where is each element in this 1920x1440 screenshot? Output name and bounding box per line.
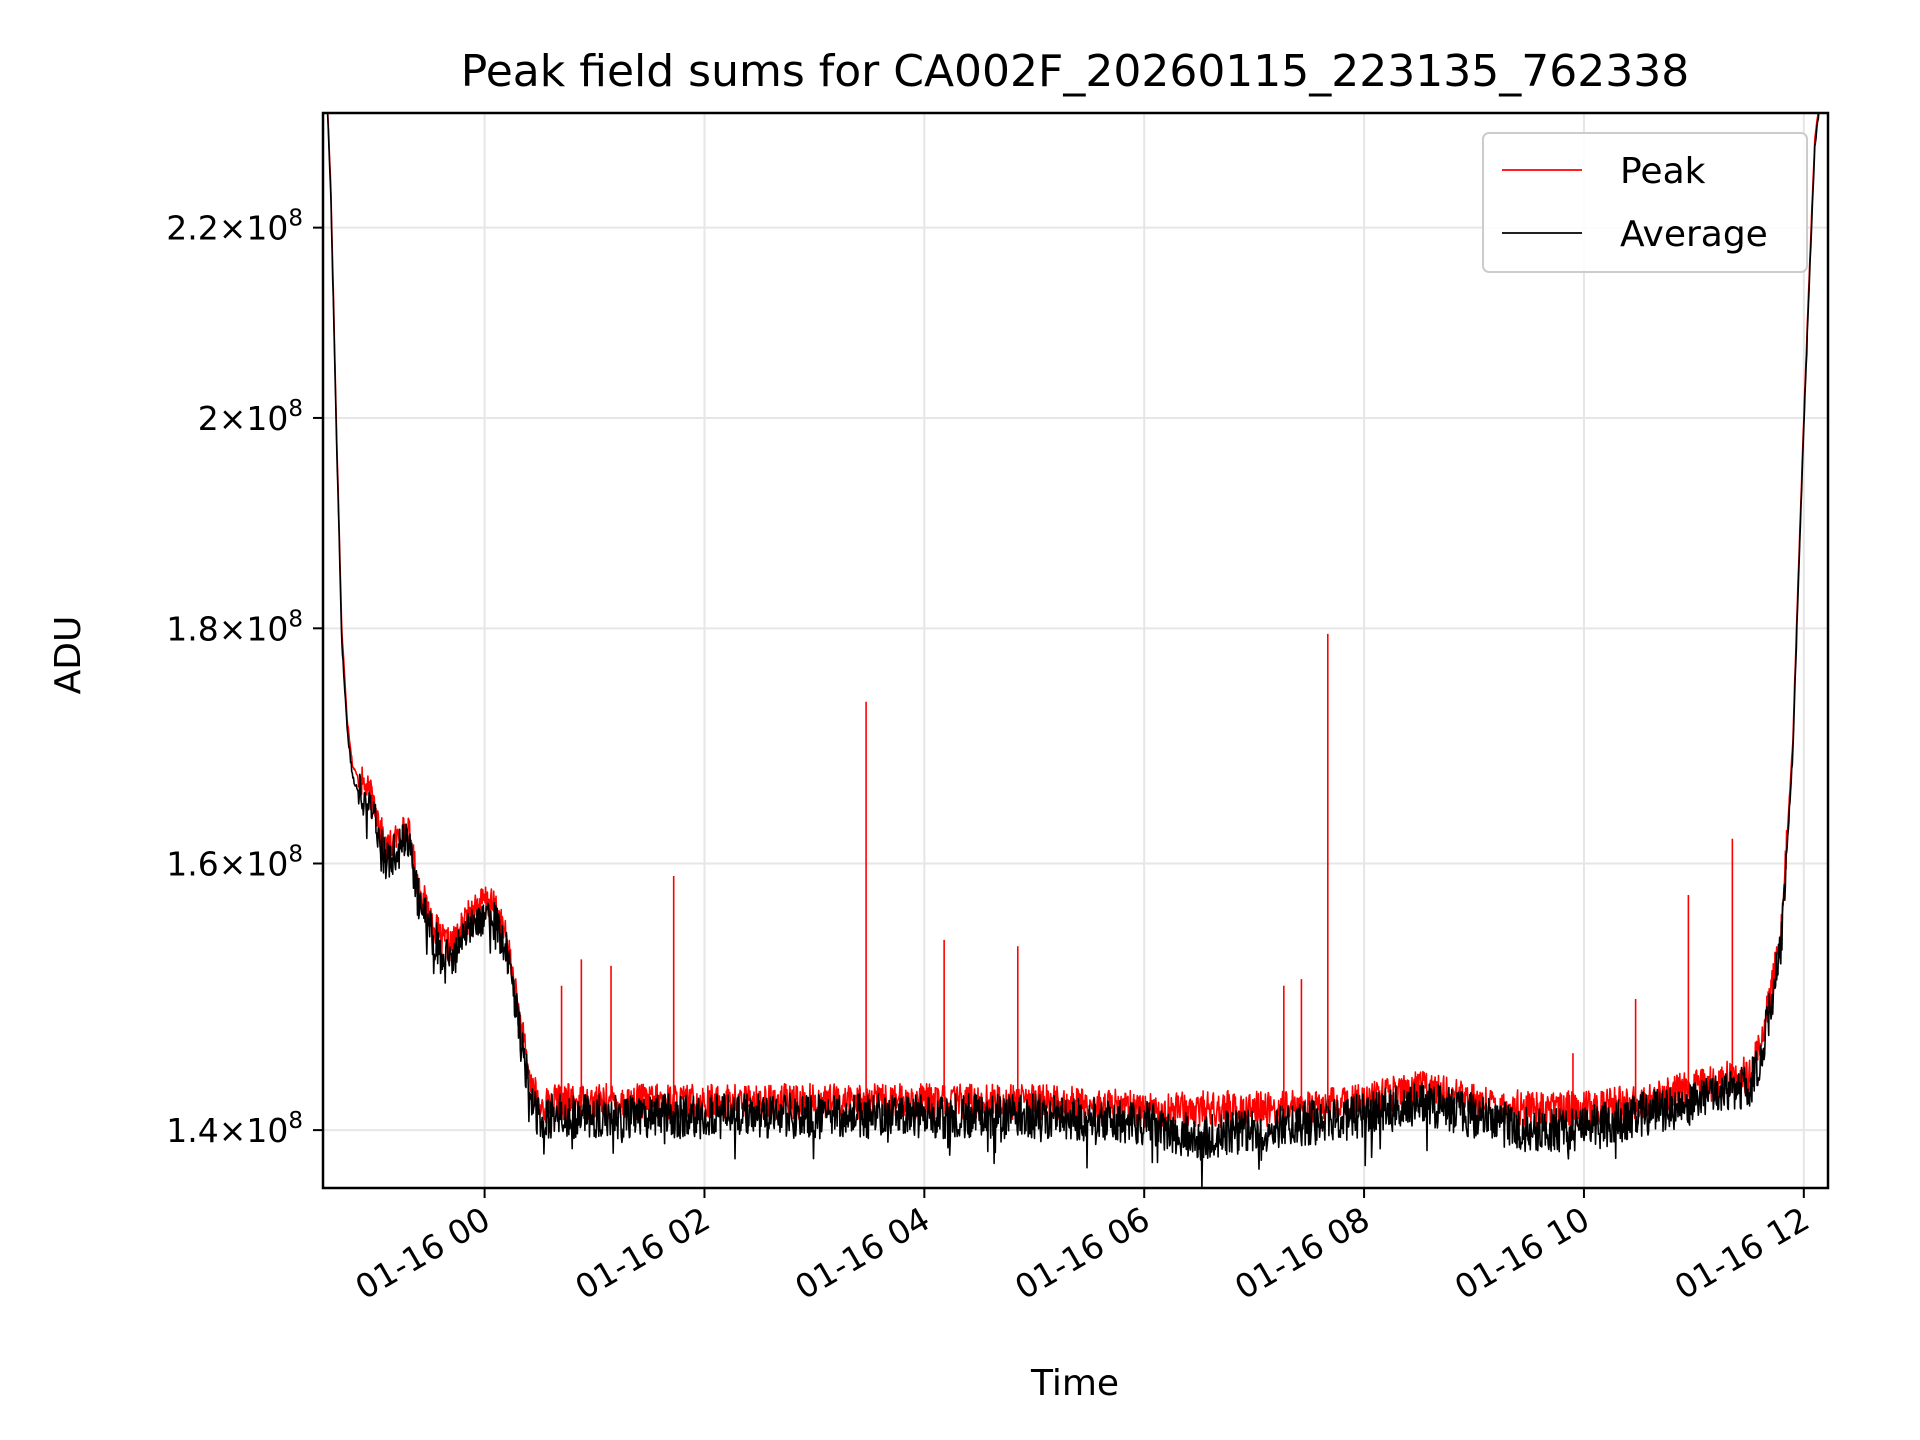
y-tick-label: 1.8×108 [166, 606, 303, 648]
y-tick-label: 1.6×108 [166, 841, 303, 883]
legend-box [1482, 132, 1808, 273]
y-tick-label: 1.4×108 [166, 1108, 303, 1150]
series-line-average [326, 113, 1820, 1188]
plot-frame [321, 111, 1830, 1190]
legend-average-label: Average [1620, 214, 1768, 255]
legend-peak-label: Peak [1620, 151, 1706, 192]
series-layer [326, 113, 1820, 1188]
y-tick-label: 2.2×108 [166, 206, 303, 248]
x-axis-label: Time [1030, 1363, 1119, 1404]
chart-title: Peak field sums for CA002F_20260115_2231… [461, 46, 1689, 97]
y-tick-label: 2×108 [198, 396, 303, 438]
y-axis-label: ADU [48, 616, 89, 695]
legend: Peak Average [1482, 132, 1808, 273]
